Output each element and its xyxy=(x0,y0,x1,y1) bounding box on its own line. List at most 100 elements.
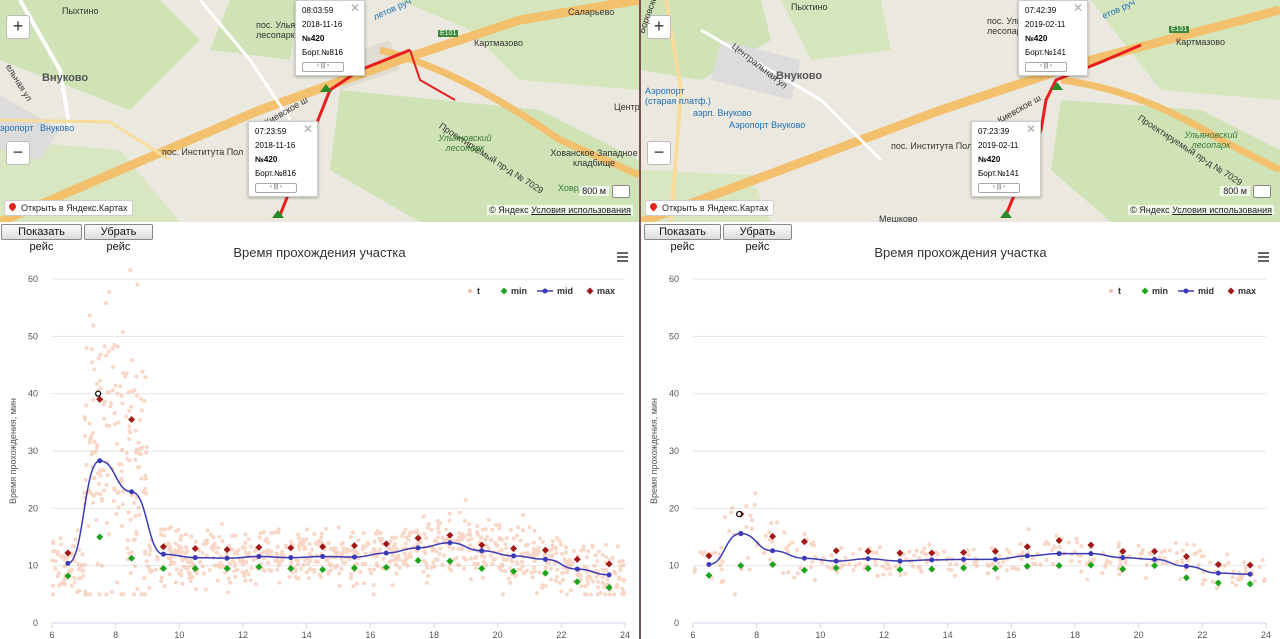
t-point xyxy=(126,390,131,395)
t-point xyxy=(532,569,537,574)
t-point xyxy=(489,538,494,543)
ruler-icon[interactable] xyxy=(1253,185,1271,198)
chart-menu-icon[interactable] xyxy=(1258,252,1269,262)
t-point xyxy=(294,558,299,563)
t-point xyxy=(480,527,485,532)
t-point xyxy=(213,563,218,568)
t-point xyxy=(230,533,235,538)
close-icon[interactable]: ✕ xyxy=(349,1,360,15)
t-point xyxy=(525,550,530,555)
t-point xyxy=(603,592,608,597)
t-point xyxy=(1052,544,1057,549)
zoom-out-button[interactable]: − xyxy=(6,141,30,165)
t-point xyxy=(134,529,139,534)
hide-route-button[interactable]: Убрать рейс xyxy=(723,224,792,253)
close-icon[interactable]: ✕ xyxy=(1072,1,1083,15)
t-point xyxy=(186,570,191,575)
track-popup[interactable]: ✕ 07:23:59 2018-11-16 №420 Борт.№816 ‹ |… xyxy=(248,121,318,197)
t-point xyxy=(843,555,848,560)
x-tick-label: 24 xyxy=(620,630,630,639)
t-point xyxy=(92,439,97,444)
t-point xyxy=(280,549,285,554)
terms-link[interactable]: Условия использования xyxy=(1172,205,1272,215)
t-point xyxy=(337,583,342,588)
t-point xyxy=(147,552,152,557)
t-point xyxy=(934,550,939,555)
t-point xyxy=(795,571,800,576)
popup-scrollbar[interactable]: ‹ ||| › xyxy=(255,183,297,193)
min-point xyxy=(1151,562,1159,570)
t-point xyxy=(592,563,597,568)
track-popup[interactable]: ✕ 08:03:59 2018-11-16 №420 Борт.№816 ‹ |… xyxy=(295,0,365,76)
t-point xyxy=(243,570,248,575)
t-point xyxy=(443,527,448,532)
t-point xyxy=(907,549,912,554)
t-point xyxy=(53,559,58,564)
t-point xyxy=(851,568,856,573)
t-point xyxy=(851,551,856,556)
t-point xyxy=(137,512,142,517)
track-popup[interactable]: ✕ 07:42:39 2019-02-11 №420 Борт.№141 ‹ |… xyxy=(1018,0,1088,76)
track-popup[interactable]: ✕ 07:23:39 2019-02-11 №420 Борт.№141 ‹ |… xyxy=(971,121,1041,197)
terms-link[interactable]: Условия использования xyxy=(531,205,631,215)
t-point xyxy=(875,573,880,578)
t-point xyxy=(523,543,528,548)
map-left[interactable]: + − Пыхтино пос. Ульяновс лесопарк Салар… xyxy=(0,0,639,222)
pane-divider[interactable] xyxy=(639,0,641,639)
x-tick-label: 20 xyxy=(493,630,503,639)
open-in-yandex-maps-link[interactable]: Открыть в Яндекс.Картах xyxy=(645,200,775,216)
zoom-in-button[interactable]: + xyxy=(6,15,30,39)
t-point xyxy=(346,548,351,553)
close-icon[interactable]: ✕ xyxy=(1025,122,1036,136)
t-point xyxy=(916,564,921,569)
mid-point xyxy=(992,556,998,562)
map-right[interactable]: + − Пыхтино пос. Ульяновс лесопарк Картм… xyxy=(641,0,1280,222)
chart-menu-icon[interactable] xyxy=(617,252,628,262)
open-link-label: Открыть в Яндекс.Картах xyxy=(662,203,769,213)
show-route-button[interactable]: Показать рейс xyxy=(1,224,82,253)
t-point xyxy=(401,531,406,536)
t-point xyxy=(947,567,952,572)
t-point xyxy=(125,538,130,543)
t-point xyxy=(295,558,300,563)
t-point xyxy=(125,456,130,461)
t-point xyxy=(839,545,844,550)
t-point xyxy=(289,559,294,564)
t-point xyxy=(1167,548,1172,553)
show-route-button[interactable]: Показать рейс xyxy=(644,224,721,253)
t-point xyxy=(283,544,288,549)
min-point xyxy=(223,565,231,573)
t-point xyxy=(344,547,349,552)
popup-board: Борт.№816 xyxy=(302,48,343,57)
t-point xyxy=(142,576,147,581)
t-point xyxy=(560,570,565,575)
hide-route-button[interactable]: Убрать рейс xyxy=(84,224,153,253)
t-point xyxy=(1225,552,1230,557)
map-label: Центр xyxy=(614,102,639,112)
t-point xyxy=(173,548,178,553)
t-point xyxy=(400,534,405,539)
ruler-icon[interactable] xyxy=(612,185,630,198)
t-point xyxy=(81,568,86,573)
popup-scrollbar[interactable]: ‹ ||| › xyxy=(978,183,1020,193)
t-point xyxy=(205,538,210,543)
t-point xyxy=(254,582,259,587)
t-point xyxy=(277,561,282,566)
t-point xyxy=(394,562,399,567)
open-in-yandex-maps-link[interactable]: Открыть в Яндекс.Картах xyxy=(4,200,134,216)
zoom-out-button[interactable]: − xyxy=(647,141,671,165)
popup-scrollbar[interactable]: ‹ ||| › xyxy=(1025,62,1067,72)
t-point xyxy=(168,549,173,554)
t-point xyxy=(561,577,566,582)
t-point xyxy=(543,583,548,588)
t-point xyxy=(139,397,144,402)
t-point xyxy=(583,584,588,589)
close-icon[interactable]: ✕ xyxy=(302,122,313,136)
t-point xyxy=(174,529,179,534)
zoom-in-button[interactable]: + xyxy=(647,15,671,39)
t-point xyxy=(924,560,929,565)
t-point xyxy=(302,539,307,544)
t-point xyxy=(261,550,266,555)
t-point xyxy=(954,562,959,567)
popup-scrollbar[interactable]: ‹ ||| › xyxy=(302,62,344,72)
